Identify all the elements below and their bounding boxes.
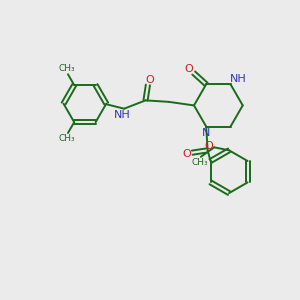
Text: O: O bbox=[182, 149, 191, 159]
Text: CH₃: CH₃ bbox=[192, 158, 208, 167]
Text: N: N bbox=[202, 128, 210, 138]
Text: O: O bbox=[205, 141, 213, 151]
Text: NH: NH bbox=[230, 74, 246, 84]
Text: NH: NH bbox=[114, 110, 131, 120]
Text: CH₃: CH₃ bbox=[59, 134, 75, 143]
Text: O: O bbox=[145, 75, 154, 85]
Text: CH₃: CH₃ bbox=[59, 64, 75, 74]
Text: O: O bbox=[184, 64, 193, 74]
